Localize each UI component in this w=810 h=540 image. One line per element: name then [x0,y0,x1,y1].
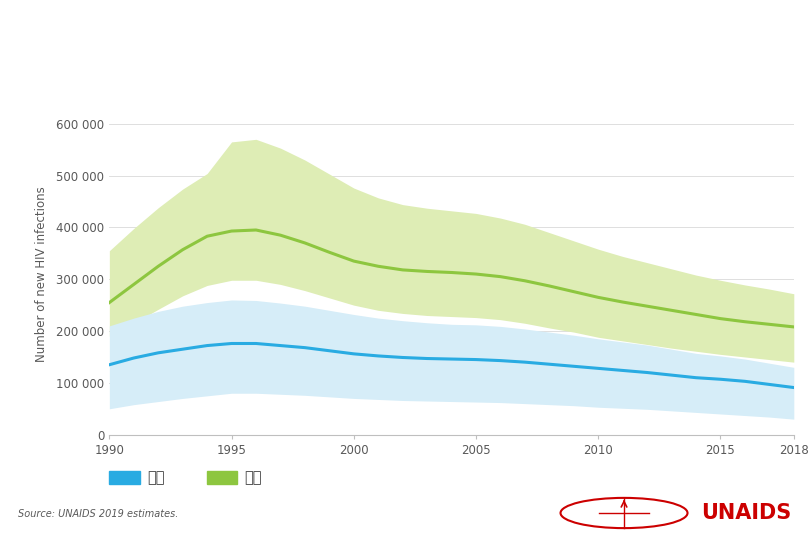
Text: UNAIDS: UNAIDS [701,503,791,523]
Text: 若年層（15–24歳）の男女別新規HIV感染数、東部・南部アフリカ、: 若年層（15–24歳）の男女別新規HIV感染数、東部・南部アフリカ、 [18,22,379,40]
Text: Source: UNAIDS 2019 estimates.: Source: UNAIDS 2019 estimates. [18,509,178,519]
Text: 1990–2018年: 1990–2018年 [18,70,134,88]
Text: 女性: 女性 [245,470,262,485]
Y-axis label: Number of new HIV infections: Number of new HIV infections [35,186,48,362]
Text: 男性: 男性 [147,470,165,485]
